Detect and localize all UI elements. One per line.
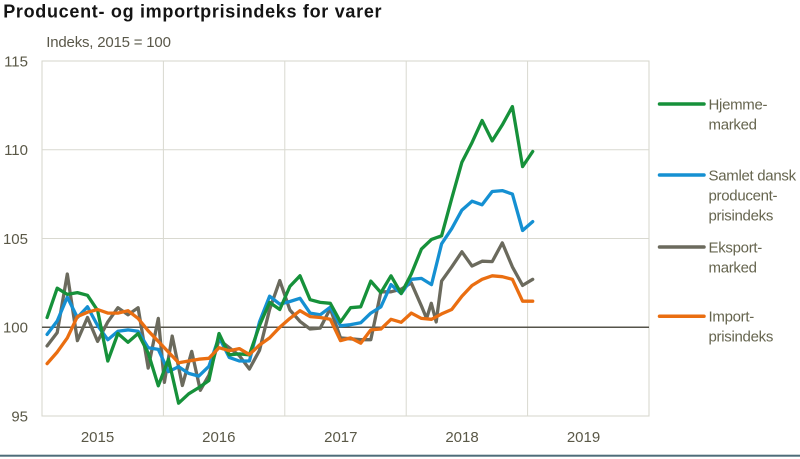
svg-text:marked: marked — [709, 116, 757, 133]
svg-text:2016: 2016 — [202, 429, 235, 446]
svg-text:2018: 2018 — [445, 429, 478, 446]
svg-text:Eksport-: Eksport- — [709, 239, 763, 256]
svg-text:2015: 2015 — [81, 429, 114, 446]
svg-text:2019: 2019 — [567, 429, 600, 446]
svg-text:Indeks, 2015 = 100: Indeks, 2015 = 100 — [46, 34, 170, 51]
svg-text:marked: marked — [709, 259, 757, 276]
svg-text:2017: 2017 — [324, 429, 357, 446]
svg-text:110: 110 — [4, 142, 28, 159]
svg-text:95: 95 — [11, 408, 28, 425]
svg-text:100: 100 — [3, 320, 28, 337]
svg-text:Hjemme-: Hjemme- — [709, 96, 768, 113]
svg-text:prisindeks: prisindeks — [709, 207, 774, 224]
svg-text:115: 115 — [4, 53, 28, 70]
svg-text:prisindeks: prisindeks — [709, 329, 774, 346]
svg-text:Import-: Import- — [709, 309, 755, 326]
svg-text:Producent- og importprisindeks: Producent- og importprisindeks for varer — [3, 2, 382, 22]
svg-text:Samlet dansk: Samlet dansk — [709, 167, 797, 184]
svg-text:producent-: producent- — [709, 187, 778, 204]
svg-text:105: 105 — [3, 231, 28, 248]
